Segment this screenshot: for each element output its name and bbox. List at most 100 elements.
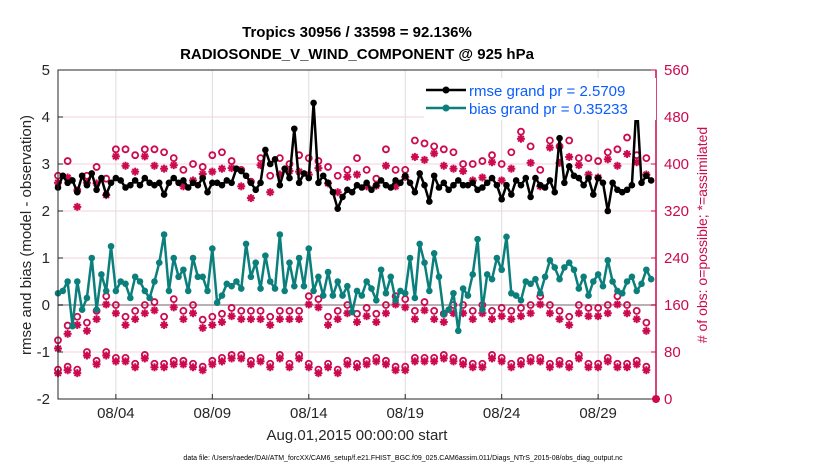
star-stroke	[372, 318, 380, 326]
star-stroke	[314, 303, 322, 311]
star-stroke	[440, 162, 448, 170]
assimilated-star-marker	[516, 134, 525, 143]
star-stroke	[189, 309, 197, 317]
star-stroke	[257, 315, 265, 323]
bias-series	[54, 231, 655, 335]
assimilated-star-marker	[381, 360, 390, 369]
possible-circle-marker	[160, 148, 168, 157]
star-stroke	[517, 312, 525, 320]
star-stroke	[141, 309, 149, 317]
assimilated-star-marker	[73, 369, 82, 378]
possible-circle-marker	[623, 133, 631, 142]
assimilated-star-marker	[285, 315, 294, 324]
rmse-point	[257, 179, 264, 187]
assimilated-star-marker	[623, 150, 632, 159]
rmse-point	[286, 174, 293, 182]
star-stroke	[411, 315, 419, 323]
bias-point	[541, 273, 549, 281]
rmse-point	[88, 170, 96, 177]
x-tick-label: 08/04	[97, 405, 135, 422]
assimilated-star-marker	[266, 188, 275, 197]
star-stroke	[488, 158, 496, 166]
rmse-point	[358, 184, 366, 191]
assimilated-star-marker	[73, 202, 82, 211]
assimilated-star-marker	[632, 315, 641, 324]
rmse-point	[594, 174, 602, 182]
star-stroke	[430, 149, 438, 157]
bias-point	[387, 273, 395, 281]
star-stroke	[536, 357, 544, 365]
bias-point	[228, 282, 235, 290]
bias-point	[93, 306, 100, 314]
star-stroke	[208, 168, 216, 176]
y2-tick-label: 480	[664, 109, 689, 126]
rmse-point	[315, 179, 322, 187]
star-stroke	[160, 363, 168, 371]
assimilated-star-marker	[353, 170, 361, 179]
bias-point	[112, 287, 120, 295]
bias-point	[73, 278, 81, 285]
assimilated-star-marker	[237, 182, 246, 191]
bias-point	[633, 287, 641, 295]
rmse-point	[117, 177, 124, 184]
rmse-point	[503, 181, 510, 189]
star-stroke	[556, 360, 564, 368]
possible-circle-marker	[295, 306, 304, 315]
rmse-point	[295, 179, 303, 187]
rmse-point	[638, 179, 645, 187]
star-stroke	[584, 363, 593, 371]
rmse-point	[387, 184, 395, 191]
star-stroke	[247, 315, 255, 323]
star-stroke	[150, 306, 158, 314]
star-stroke	[218, 318, 226, 326]
possible-circle-marker	[594, 157, 603, 165]
assimilated-star-marker	[266, 363, 275, 372]
y-tick-label: 5	[42, 62, 50, 79]
star-stroke	[93, 360, 101, 368]
assimilated-star-marker	[169, 303, 178, 312]
possible-circle-marker	[169, 295, 178, 304]
star-stroke	[343, 173, 351, 181]
bias-point	[237, 285, 245, 292]
assimilated-star-marker	[121, 161, 130, 170]
bias-point	[585, 292, 592, 299]
bias-point	[334, 278, 342, 285]
possible-circle-marker	[623, 301, 631, 309]
star-stroke	[305, 363, 313, 371]
bias-point	[430, 250, 438, 257]
possible-circle-marker	[468, 160, 477, 168]
bias-point	[348, 308, 356, 316]
possible-circle-marker	[121, 312, 130, 321]
bias-line	[57, 233, 653, 333]
bias-point	[469, 271, 477, 278]
star-stroke	[285, 315, 294, 323]
assimilated-star-marker	[237, 354, 246, 363]
possible-circle-marker	[247, 306, 255, 315]
star-stroke	[449, 165, 457, 173]
bias-point	[252, 259, 260, 267]
star-stroke	[527, 159, 535, 167]
bias-point	[107, 242, 115, 250]
right-y-ticks: 0 80 160 240 320 400 480 560	[651, 62, 689, 408]
rmse-point	[184, 184, 192, 191]
possible-circle-marker	[574, 301, 583, 309]
star-stroke	[546, 309, 554, 317]
assimilated-star-marker	[208, 167, 217, 176]
possible-circle-marker	[391, 165, 400, 174]
possible-circle-marker	[140, 301, 149, 309]
chart-title: Tropics 30956 / 33598 = 92.136%	[242, 24, 472, 41]
y-axis-label: rmse and bias (model - observation)	[18, 115, 35, 355]
star-stroke	[160, 165, 168, 173]
star-stroke	[411, 357, 419, 365]
assimilated-star-marker	[333, 369, 342, 378]
bias-point	[122, 280, 129, 288]
possible-circle-marker	[266, 171, 275, 180]
assimilated-star-marker	[314, 303, 323, 312]
bias-point	[310, 287, 317, 295]
bias-point	[175, 273, 182, 281]
x-tick-label: 08/24	[483, 405, 521, 422]
bias-point	[209, 245, 216, 252]
star-stroke	[295, 315, 303, 323]
assimilated-star-marker	[420, 155, 429, 164]
assimilated-star-marker	[507, 315, 516, 324]
